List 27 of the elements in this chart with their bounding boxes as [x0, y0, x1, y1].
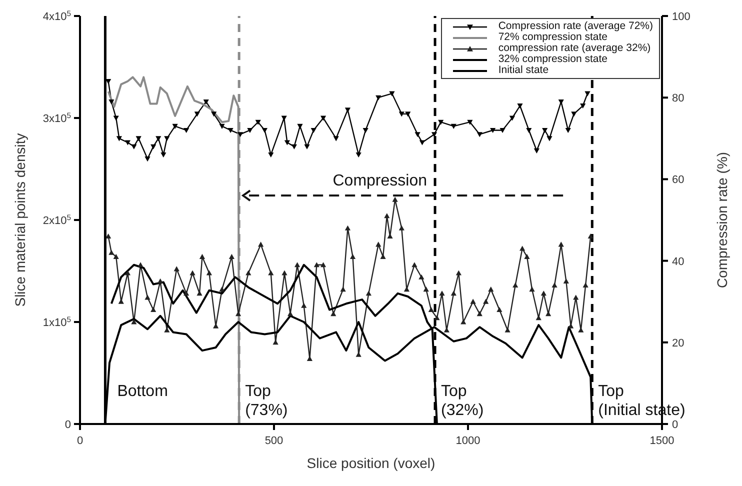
- y2-axis-title: Compression rate (%): [714, 152, 730, 288]
- x-tick-label: 0: [76, 435, 84, 447]
- y2-tick-label: 100: [672, 11, 690, 23]
- annotation: Compression: [332, 172, 428, 190]
- legend-label: Initial state: [498, 64, 549, 76]
- x-tick-label: 1000: [456, 435, 480, 447]
- y2-tick-label: 0: [672, 419, 678, 431]
- y-tick-label: 4x10$^{5}$: [42, 8, 71, 23]
- legend-label: 72% compression state: [498, 31, 608, 43]
- x-tick-label: 1500: [650, 435, 674, 447]
- y-axis-title: Slice material points density: [12, 133, 28, 307]
- annotation: Top (32%): [441, 383, 484, 419]
- x-axis-title: Slice position (voxel): [306, 455, 436, 471]
- y2-tick-label: 60: [672, 174, 684, 186]
- legend-label: 32% compression state: [498, 53, 608, 65]
- y2-tick-label: 20: [672, 337, 684, 350]
- y-tick-label: 2x10$^{5}$: [42, 212, 71, 227]
- y2-tick-label: 80: [672, 92, 684, 105]
- y-tick-label: 1x10$^{5}$: [42, 314, 71, 329]
- annotation: Top (73%): [245, 383, 288, 419]
- y-tick-label: 0: [64, 419, 71, 431]
- y-tick-label: 3x10$^{5}$: [42, 110, 71, 125]
- legend-label: Compression rate (average 72%): [498, 20, 653, 32]
- y2-tick-label: 40: [672, 256, 684, 268]
- annotation: Bottom: [117, 383, 168, 400]
- x-tick-label: 500: [264, 435, 284, 447]
- legend-label: compression rate (average 32%): [498, 42, 651, 54]
